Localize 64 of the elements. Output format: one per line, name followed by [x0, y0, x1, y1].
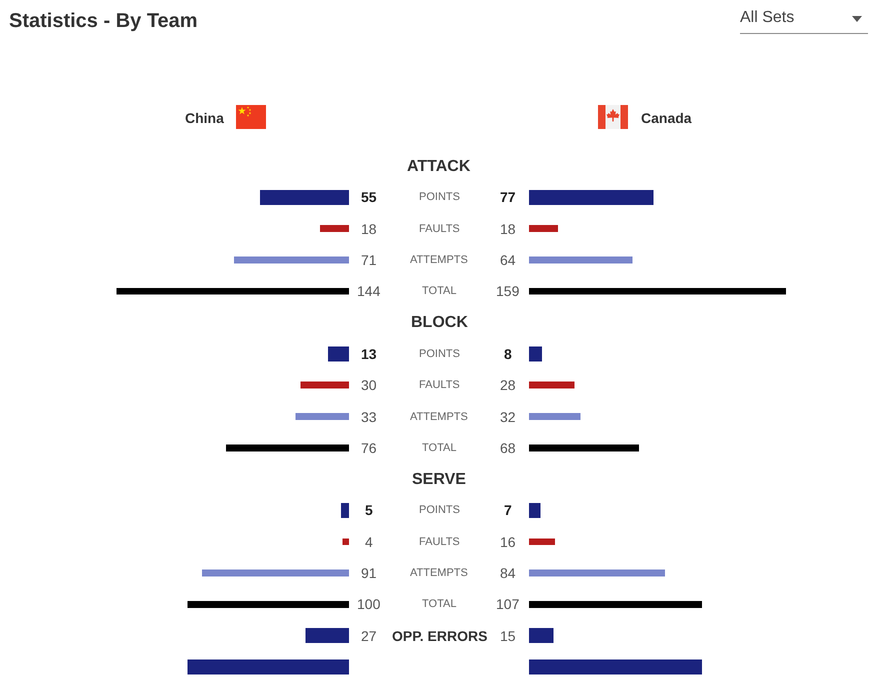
text: China: [185, 110, 224, 126]
data-label: 159: [496, 283, 520, 299]
data-label: 107: [496, 596, 520, 612]
data-label: 13: [361, 346, 377, 362]
data-label: 71: [361, 252, 377, 268]
y-tick-label: POINTS: [419, 348, 460, 360]
y-tick-label: TOTAL: [422, 598, 456, 610]
y-tick-label: BLOCK: [411, 314, 468, 331]
y-tick-label: FAULTS: [419, 223, 460, 235]
bar: [529, 570, 665, 577]
data-label: 5: [365, 502, 373, 518]
data-label: 100: [357, 596, 381, 612]
data-label: 64: [500, 252, 516, 268]
bar: [529, 256, 632, 264]
y-tick-label: ATTEMPTS: [410, 254, 468, 266]
data-label: 8: [504, 346, 512, 362]
data-label: 68: [500, 440, 516, 456]
data-label: 55: [361, 189, 377, 205]
data-label: 84: [500, 565, 516, 581]
data-label: 16: [500, 534, 516, 550]
data-label: 18: [361, 221, 377, 237]
data-label: 77: [500, 189, 516, 205]
bar: [116, 288, 349, 295]
data-label: 18: [500, 221, 516, 237]
y-tick-label: TOTAL: [422, 285, 456, 297]
bar: [529, 288, 786, 295]
y-tick-label: POINTS: [419, 504, 460, 516]
bar: [320, 225, 349, 232]
y-tick-label: ATTEMPTS: [410, 411, 468, 423]
data-label: 27: [361, 628, 377, 644]
y-tick-label: TOTAL: [422, 442, 456, 454]
y-tick-label: FAULTS: [419, 536, 460, 548]
bar: [529, 225, 558, 232]
y-tick-label: ATTACK: [407, 158, 471, 175]
bar: [529, 413, 581, 420]
chart-title: Statistics - By Team: [9, 10, 198, 32]
y-tick-label: OPP. ERRORS: [392, 628, 488, 644]
bar: [300, 382, 349, 389]
bar: [187, 600, 349, 608]
bar: [342, 538, 349, 546]
data-label: 144: [357, 283, 381, 299]
bar: [529, 382, 574, 389]
data-label: 7: [504, 502, 512, 518]
data-label: 4: [365, 534, 373, 550]
data-label: 28: [500, 377, 516, 393]
y-tick-label: ATTEMPTS: [410, 567, 468, 579]
bar: [529, 538, 555, 546]
dropdown-field: All Sets: [740, 6, 868, 34]
bar: [529, 444, 639, 452]
bar: [296, 413, 349, 420]
data-label: 91: [361, 565, 377, 581]
y-tick-label: SERVE: [412, 471, 466, 488]
bar: [529, 600, 702, 608]
data-label: 76: [361, 440, 377, 456]
data-label: 32: [500, 409, 516, 425]
data-label: 33: [361, 409, 377, 425]
data-label: 15: [500, 628, 516, 644]
text: Canada: [641, 110, 692, 126]
bar: [202, 570, 349, 577]
y-tick-label: FAULTS: [419, 379, 460, 391]
bar: [234, 256, 349, 264]
data-label: 30: [361, 377, 377, 393]
y-tick-label: POINTS: [419, 191, 460, 203]
bar: [226, 444, 349, 452]
